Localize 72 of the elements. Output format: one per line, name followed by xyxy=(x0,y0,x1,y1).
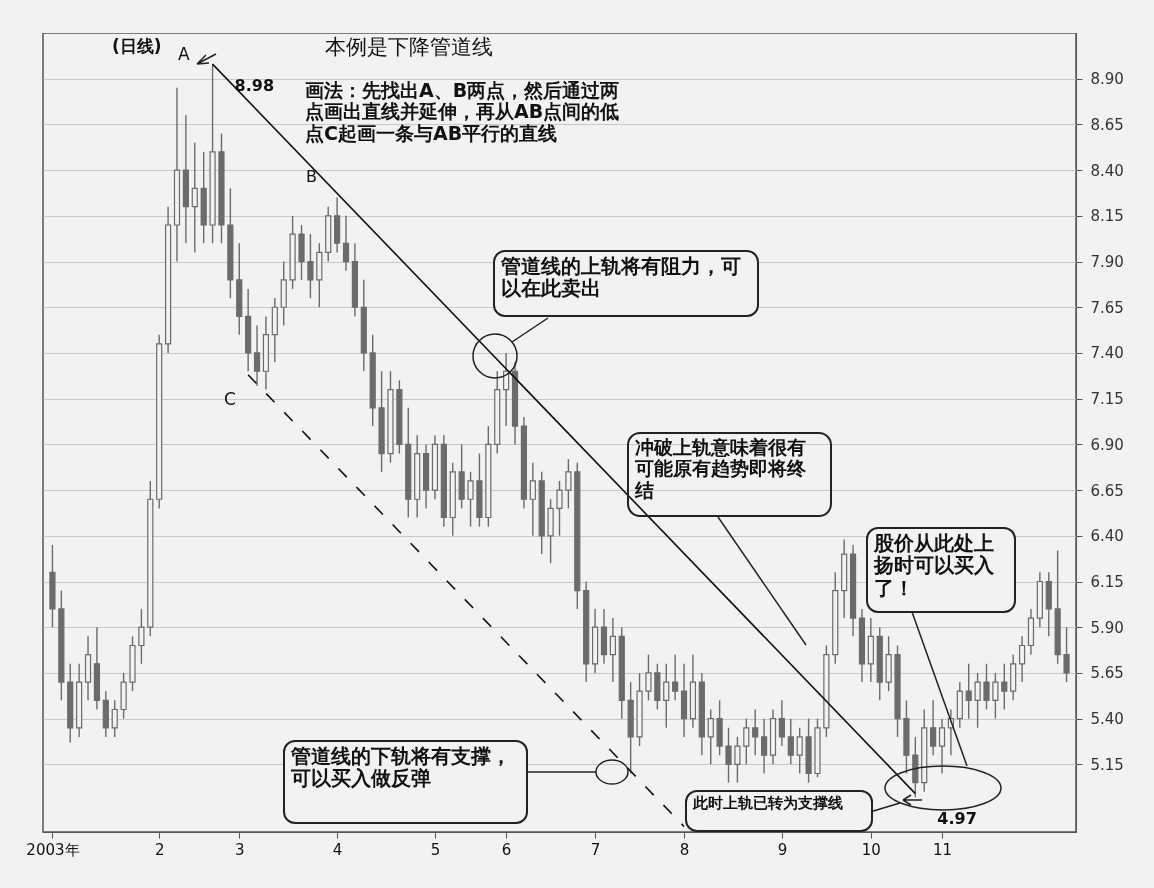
x-tick-label: 4 xyxy=(332,840,343,859)
y-tick-label: 6.40 xyxy=(1090,527,1124,546)
candlestick xyxy=(609,617,616,683)
x-tick-label: 10 xyxy=(861,840,881,859)
candlestick xyxy=(307,233,314,299)
y-tick-label: 5.90 xyxy=(1090,618,1124,637)
candlestick xyxy=(796,727,803,775)
chart-title: 本例是下降管道线 xyxy=(325,35,493,60)
candlestick xyxy=(983,663,990,711)
text: 8.98 xyxy=(234,76,275,96)
candlestick xyxy=(1001,663,1008,711)
candlestick xyxy=(1063,626,1070,683)
candlestick xyxy=(138,608,145,665)
candlestick xyxy=(734,736,741,784)
y-tick-label: 8.90 xyxy=(1090,70,1124,89)
x-tick-label: 8 xyxy=(679,840,690,859)
annotation: C xyxy=(224,389,236,410)
annotation: (日线) xyxy=(112,36,162,57)
y-tick-label: 7.15 xyxy=(1090,390,1124,409)
y-tick-label: 8.40 xyxy=(1090,161,1124,180)
annotation: 管道线的上轨将有阻力，可以在此卖出 xyxy=(493,250,759,317)
candlestick xyxy=(111,699,118,738)
y-tick-label: 8.65 xyxy=(1090,115,1124,134)
candlestick xyxy=(467,471,474,528)
x-tick-label: 2 xyxy=(154,840,165,859)
candlestick xyxy=(645,653,652,702)
y-tick-label: 6.65 xyxy=(1090,481,1124,500)
candlestick xyxy=(938,717,946,775)
y-tick-label: 5.15 xyxy=(1090,755,1124,774)
y-tick-label: 7.90 xyxy=(1090,253,1124,272)
candlestick xyxy=(778,699,785,747)
candlestick xyxy=(529,461,536,537)
candlestick xyxy=(556,480,563,537)
x-tick-label: 9 xyxy=(777,840,788,859)
x-tick-label: 2003年 xyxy=(26,840,80,859)
candlestick xyxy=(672,653,679,702)
y-tick-label: 6.15 xyxy=(1090,573,1124,592)
candlestick xyxy=(663,663,670,729)
candlestick xyxy=(787,717,794,766)
x-tick-label: 7 xyxy=(590,840,601,859)
candlestick xyxy=(992,672,999,720)
candlestick xyxy=(253,324,261,387)
x-tick-label: 3 xyxy=(234,840,245,859)
annotation: A xyxy=(178,44,190,65)
annotation: 此时上轨已转为支撑线 xyxy=(685,790,873,832)
candlestick xyxy=(965,663,972,720)
candlestick xyxy=(743,717,750,766)
y-tick-label: 5.40 xyxy=(1090,710,1124,729)
y-tick-label: 8.15 xyxy=(1090,207,1124,226)
candlestick xyxy=(191,142,198,254)
candlestick xyxy=(761,717,768,775)
candlestick xyxy=(342,215,350,272)
x-tick-label: 6 xyxy=(501,840,512,859)
candlestick xyxy=(725,727,732,784)
x-tick-label: 11 xyxy=(932,840,953,859)
annotation: 冲破上轨意味着很有可能原有趋势即将终结 xyxy=(627,432,832,517)
annotation: 股价从此处上扬时可以买入了！ xyxy=(866,527,1016,613)
y-tick-label: 7.40 xyxy=(1090,344,1124,363)
candlestick xyxy=(930,699,937,756)
candlestick xyxy=(1018,635,1026,683)
y-tick-label: 5.65 xyxy=(1090,664,1124,683)
y-tick-label: 6.90 xyxy=(1090,435,1124,454)
candlestick xyxy=(707,708,714,766)
annotation: 管道线的下轨将有支撑，可以买入做反弹 xyxy=(283,740,528,824)
annotation: 画法：先找出A、B两点，然后通过两点画出直线并延伸，再从AB点间的低点C起画一条与AB平行的直线 xyxy=(305,79,621,144)
candlestick xyxy=(974,672,981,729)
annotation: B xyxy=(306,167,317,186)
candlestick xyxy=(752,708,759,756)
x-tick-label: 5 xyxy=(430,840,441,859)
candlestick xyxy=(565,458,572,510)
y-tick-label: 7.65 xyxy=(1090,298,1124,317)
text: 4.97 xyxy=(937,809,977,829)
